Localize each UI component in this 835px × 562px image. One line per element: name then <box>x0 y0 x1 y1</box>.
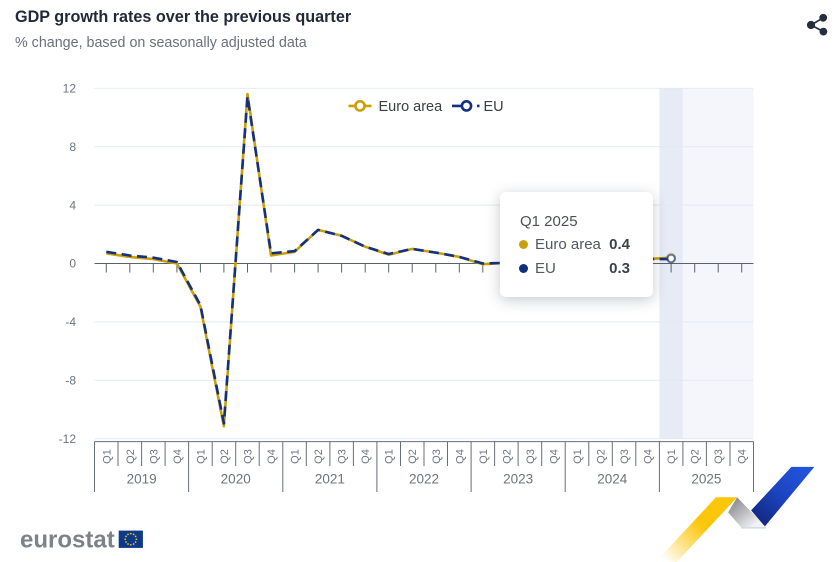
svg-text:Q1: Q1 <box>101 449 113 464</box>
svg-text:8: 8 <box>69 140 76 154</box>
svg-text:Q2: Q2 <box>501 449 513 464</box>
svg-text:Q3: Q3 <box>243 449 255 464</box>
svg-text:Q3: Q3 <box>148 449 160 464</box>
svg-text:EU: EU <box>484 99 504 115</box>
svg-text:Q3: Q3 <box>337 449 349 464</box>
svg-text:Q2: Q2 <box>690 449 702 464</box>
svg-text:Q4: Q4 <box>548 449 560 464</box>
svg-text:Q2: Q2 <box>125 449 137 464</box>
svg-text:2024: 2024 <box>597 472 628 487</box>
svg-text:Q2: Q2 <box>313 449 325 464</box>
svg-text:Q4: Q4 <box>454 449 466 464</box>
svg-text:-8: -8 <box>65 374 76 388</box>
svg-text:Q3: Q3 <box>431 449 443 464</box>
svg-text:Q1: Q1 <box>384 449 396 464</box>
svg-text:0: 0 <box>69 257 76 271</box>
svg-text:Q4: Q4 <box>737 449 749 464</box>
svg-text:Q3: Q3 <box>619 449 631 464</box>
svg-text:Q4: Q4 <box>643 449 655 464</box>
svg-text:2019: 2019 <box>127 472 157 487</box>
svg-text:2020: 2020 <box>221 472 251 487</box>
svg-text:Q1: Q1 <box>290 449 302 464</box>
svg-text:eurostat: eurostat <box>20 527 115 554</box>
svg-text:2023: 2023 <box>503 472 533 487</box>
svg-text:Q1: Q1 <box>478 449 490 464</box>
svg-text:2025: 2025 <box>691 472 721 487</box>
svg-text:Q4: Q4 <box>266 449 278 464</box>
svg-text:Q1: Q1 <box>572 449 584 464</box>
svg-text:Q4: Q4 <box>172 449 184 464</box>
svg-text:Q2: Q2 <box>596 449 608 464</box>
svg-text:Q1: Q1 <box>666 449 678 464</box>
svg-text:Q2: Q2 <box>407 449 419 464</box>
svg-text:-4: -4 <box>65 315 76 329</box>
svg-text:Q1: Q1 <box>195 449 207 464</box>
svg-text:4: 4 <box>69 198 76 212</box>
svg-text:2022: 2022 <box>409 472 439 487</box>
svg-text:-12: -12 <box>59 432 77 446</box>
svg-text:12: 12 <box>63 82 77 96</box>
svg-text:Q4: Q4 <box>360 449 372 464</box>
svg-text:Euro area: Euro area <box>379 99 444 115</box>
svg-text:2021: 2021 <box>315 472 345 487</box>
svg-text:Q2: Q2 <box>219 449 231 464</box>
svg-text:Q3: Q3 <box>525 449 537 464</box>
svg-text:Q3: Q3 <box>713 449 725 464</box>
